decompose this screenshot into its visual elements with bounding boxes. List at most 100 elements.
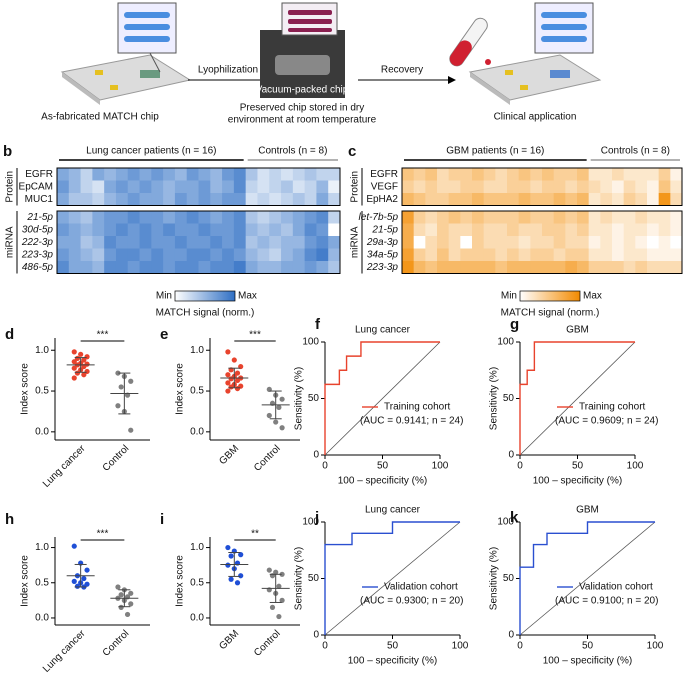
heat-cell [518,168,531,181]
heat-cell [577,236,590,249]
heat-cell [647,180,660,194]
heat-cell [647,223,660,237]
panel-a: a As-fabricated MATCH chip Lyophilizatio… [41,1,602,126]
heat-cell [600,223,613,237]
heat-cell [222,248,235,262]
heat-cell [600,236,613,249]
heat-cell [437,180,450,194]
heat-cell [115,223,129,237]
y-tick-label: 0.0 [190,426,204,437]
heat-cell [530,180,543,194]
heat-cell [565,180,578,194]
heat-cell [281,180,294,194]
heat-cell [292,261,306,274]
heat-cell [448,193,461,206]
y-tick-label: 100 [302,517,319,528]
y-tick-label: 100 [497,517,514,528]
heat-cell [57,236,70,249]
dot [231,357,237,363]
heat-cell [507,261,520,274]
heat-cell [222,236,235,249]
heat-cell [163,180,176,194]
heat-cell [553,261,566,274]
inset-wells [541,12,587,42]
panel-letter: k [510,509,519,526]
heat-cell [483,248,496,262]
heat-cell [542,236,555,249]
caption: As-fabricated MATCH chip [41,112,159,123]
blood-drop [485,59,491,65]
heat-cell [460,193,473,206]
heat-cell [104,193,117,206]
arrow-label: Recovery [381,65,423,76]
heat-cell [210,236,223,249]
heat-cell [483,261,496,274]
heat-cell [658,211,671,224]
roc-curve [324,341,440,455]
chip-pad [505,70,513,75]
heat-cell [402,211,415,224]
group-label: Controls (n = 8) [258,146,327,157]
heat-cell [127,168,140,181]
heat-cell [495,248,508,262]
heat-cell [269,211,282,224]
heat-cell [425,193,438,206]
heat-cell [328,223,341,237]
colorbar-min: Min [501,291,517,302]
heat-cell [304,248,317,262]
heat-cell [600,248,613,262]
row-label: let-7b-5p [359,212,399,223]
tube [449,17,488,67]
legend-label: (AUC = 0.9609; n = 24) [555,416,658,427]
heat-cell [57,180,70,194]
heat-cell [57,261,70,274]
heat-cell [68,261,81,274]
heat-cell [292,248,306,262]
heat-cell [612,236,625,249]
heat-cell [670,180,683,194]
heat-cell [565,211,578,224]
heat-cell [670,236,683,249]
chart-title: Lung cancer [365,505,421,516]
heat-cell [57,223,70,237]
heat-cell [115,211,129,224]
dot [225,349,231,355]
heat-cell [647,236,660,249]
heat-cell [518,223,531,237]
heat-cell [448,223,461,237]
heat-cell [577,248,590,262]
photo-label: Vacuum-packed chip [256,85,349,96]
heat-cell [269,248,282,262]
heat-cell [507,211,520,224]
heat-cell [316,168,329,181]
heat-cell [163,193,176,206]
heat-cell [115,261,129,274]
heat-cell [80,193,93,206]
heat-cell [483,236,496,249]
heat-cell [425,223,438,237]
heat-cell [425,180,438,194]
heat-cell [198,248,211,262]
dot [266,567,272,573]
diagonal [519,341,636,456]
chart-title: Lung cancer [355,325,411,336]
row-label: EGFR [25,169,53,180]
heat-cell [269,180,282,194]
heat-cell [233,261,247,274]
heat-cell [281,223,294,237]
heat-cell [553,193,566,206]
heat-cell [104,236,117,249]
heat-cell [413,223,426,237]
heat-cell [92,261,105,274]
dot [84,567,90,573]
row-label: VEGF [371,181,398,192]
roc-curve [324,521,460,635]
heat-cell [658,236,671,249]
heat-cell [257,168,270,181]
heat-cell [233,211,247,224]
dot [128,590,134,596]
y-tick-label: 0 [508,450,514,461]
heat-cell [281,261,294,274]
heat-cell [588,211,601,224]
dot [228,576,234,582]
